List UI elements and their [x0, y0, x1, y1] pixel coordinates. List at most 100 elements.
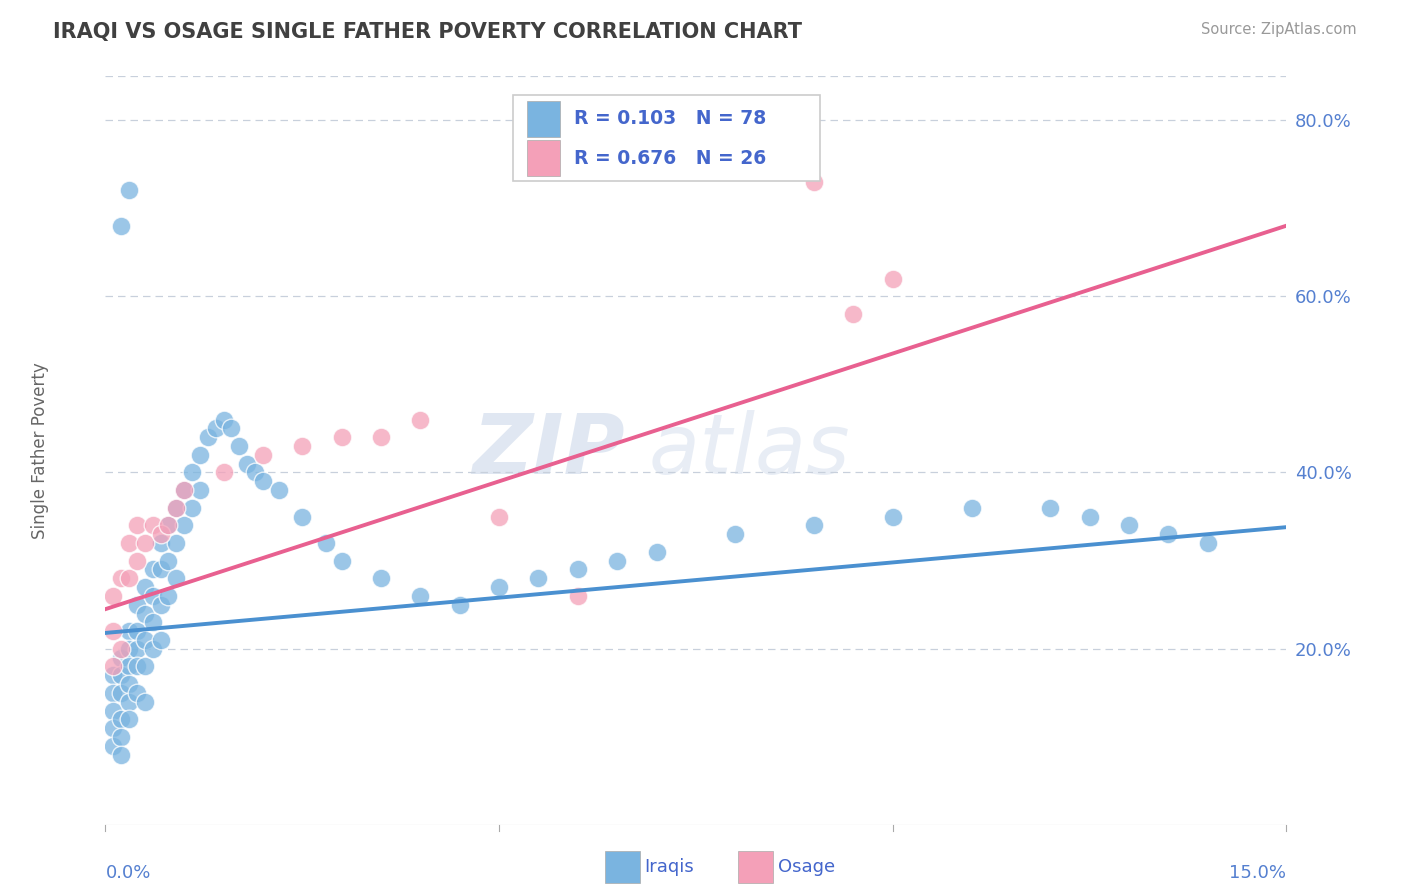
Point [103, 668, 125, 682]
Point [110, 730, 132, 744]
Point [142, 518, 165, 533]
Point [803, 518, 825, 533]
Text: R = 0.103   N = 78: R = 0.103 N = 78 [574, 109, 766, 128]
Point [165, 536, 187, 550]
Point [1118, 518, 1140, 533]
Point [149, 632, 172, 647]
Point [204, 421, 226, 435]
Text: R = 0.676   N = 26: R = 0.676 N = 26 [574, 149, 766, 168]
Point [409, 589, 432, 603]
Point [197, 430, 219, 444]
Point [188, 448, 211, 462]
Point [142, 562, 165, 576]
Point [110, 219, 132, 233]
Point [212, 412, 235, 426]
Point [882, 509, 904, 524]
Point [110, 668, 132, 682]
Point [157, 554, 180, 568]
Point [1039, 500, 1062, 515]
Point [803, 175, 825, 189]
Point [645, 545, 668, 559]
Point [110, 712, 132, 726]
Point [134, 659, 156, 673]
Point [125, 641, 148, 656]
Point [118, 641, 141, 656]
Point [134, 536, 156, 550]
Point [842, 307, 865, 321]
Bar [527, 101, 560, 136]
Point [142, 615, 165, 630]
Text: Source: ZipAtlas.com: Source: ZipAtlas.com [1201, 22, 1357, 37]
Point [370, 430, 392, 444]
FancyBboxPatch shape [513, 95, 820, 181]
Point [142, 641, 165, 656]
Point [330, 430, 353, 444]
Point [110, 650, 132, 665]
Point [488, 580, 510, 594]
Point [212, 466, 235, 480]
Point [157, 518, 180, 533]
Point [103, 659, 125, 673]
Point [110, 747, 132, 762]
Point [125, 518, 148, 533]
Point [449, 598, 471, 612]
Point [118, 712, 141, 726]
Point [103, 624, 125, 639]
Point [118, 571, 141, 585]
Point [252, 475, 274, 489]
Point [221, 421, 243, 435]
Point [134, 607, 156, 621]
Point [527, 571, 550, 585]
Point [149, 598, 172, 612]
Point [118, 183, 141, 197]
Point [125, 554, 148, 568]
Point [1197, 536, 1219, 550]
Point [567, 562, 589, 576]
Point [125, 686, 148, 700]
Point [409, 412, 432, 426]
Text: Osage: Osage [778, 858, 835, 876]
Point [243, 466, 266, 480]
Point [118, 659, 141, 673]
Point [173, 483, 195, 497]
Point [165, 571, 187, 585]
Point [134, 632, 156, 647]
Point [149, 562, 172, 576]
Point [315, 536, 337, 550]
Point [149, 536, 172, 550]
Point [173, 518, 195, 533]
Point [236, 457, 259, 471]
Point [173, 483, 195, 497]
Point [157, 589, 180, 603]
Point [267, 483, 290, 497]
Point [252, 448, 274, 462]
Point [882, 271, 904, 285]
Point [291, 439, 314, 453]
Point [157, 518, 180, 533]
Point [118, 536, 141, 550]
Point [125, 624, 148, 639]
Point [291, 509, 314, 524]
Text: atlas: atlas [648, 410, 851, 491]
Point [118, 677, 141, 691]
Point [103, 686, 125, 700]
Text: IRAQI VS OSAGE SINGLE FATHER POVERTY CORRELATION CHART: IRAQI VS OSAGE SINGLE FATHER POVERTY COR… [53, 22, 803, 42]
Point [110, 641, 132, 656]
Point [103, 739, 125, 753]
Text: Iraqis: Iraqis [644, 858, 693, 876]
Text: ZIP: ZIP [472, 410, 626, 491]
Point [960, 500, 983, 515]
Point [134, 695, 156, 709]
Point [606, 554, 628, 568]
Point [228, 439, 250, 453]
Point [110, 686, 132, 700]
Point [142, 589, 165, 603]
Point [370, 571, 392, 585]
Point [724, 527, 747, 541]
Point [165, 500, 187, 515]
Text: 0.0%: 0.0% [105, 864, 150, 882]
Text: 15.0%: 15.0% [1229, 864, 1286, 882]
Point [103, 721, 125, 735]
Point [165, 500, 187, 515]
Bar [527, 140, 560, 177]
